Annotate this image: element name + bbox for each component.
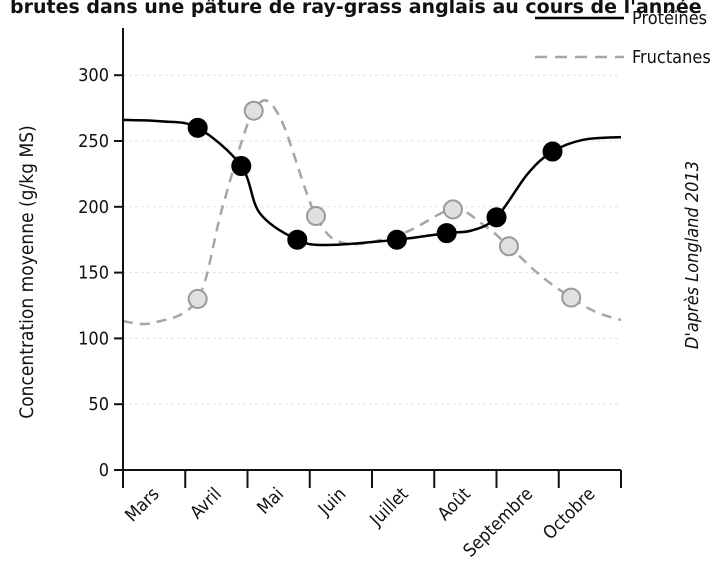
y-tick-label-100: 100 [78, 328, 109, 349]
legend-item-proteines: Protéines [535, 8, 707, 29]
x-tick-label-mai: Mai [253, 484, 288, 519]
legend-label-proteines: Protéines [632, 8, 707, 29]
axes: 0 50 100 150 200 250 300 Mars Avril Mai Juin Juille… [78, 28, 622, 562]
point-proteines-2 [287, 229, 308, 250]
x-tick-label-avril: Avril [186, 484, 226, 524]
y-axis-label: Concentration moyenne (g/kg MS) [16, 125, 38, 418]
point-proteines-0 [187, 117, 208, 138]
y-tick-label-200: 200 [78, 197, 109, 218]
y-tick-label-300: 300 [78, 65, 109, 86]
point-fructanes-3 [442, 199, 463, 220]
legend: Protéines Fructanes [535, 8, 711, 68]
x-tick-label-juillet: Juillet [365, 484, 412, 531]
point-proteines-3 [386, 229, 407, 250]
x-tick-label-mars: Mars [121, 484, 163, 526]
series-layer [122, 99, 622, 326]
point-fructanes-5 [561, 287, 582, 308]
point-proteines-4 [436, 223, 457, 244]
series-proteines [122, 117, 622, 250]
y-tick-label-0: 0 [99, 460, 109, 481]
x-tick-label-octobre: Octobre [539, 484, 599, 544]
legend-item-fructanes: Fructanes [535, 47, 711, 68]
point-proteines-5 [486, 207, 507, 228]
point-fructanes-1 [243, 100, 264, 121]
point-fructanes-0 [187, 288, 208, 309]
point-proteines-1 [231, 156, 252, 177]
series-line-proteines [122, 118, 622, 247]
x-tick-label-juin: Juin [314, 484, 351, 521]
x-tick-label-août: Août [434, 484, 475, 525]
y-tick-label-250: 250 [78, 131, 109, 152]
legend-label-fructanes: Fructanes [632, 47, 711, 68]
y-tick-label-150: 150 [78, 263, 109, 284]
point-proteines-6 [542, 141, 563, 162]
chart-title: brutes dans une pâture de ray-grass angl… [10, 0, 702, 18]
source-note: D'après Longland 2013 [682, 161, 703, 349]
point-fructanes-4 [498, 236, 519, 257]
y-tick-label-50: 50 [88, 394, 109, 415]
point-fructanes-2 [305, 206, 326, 227]
